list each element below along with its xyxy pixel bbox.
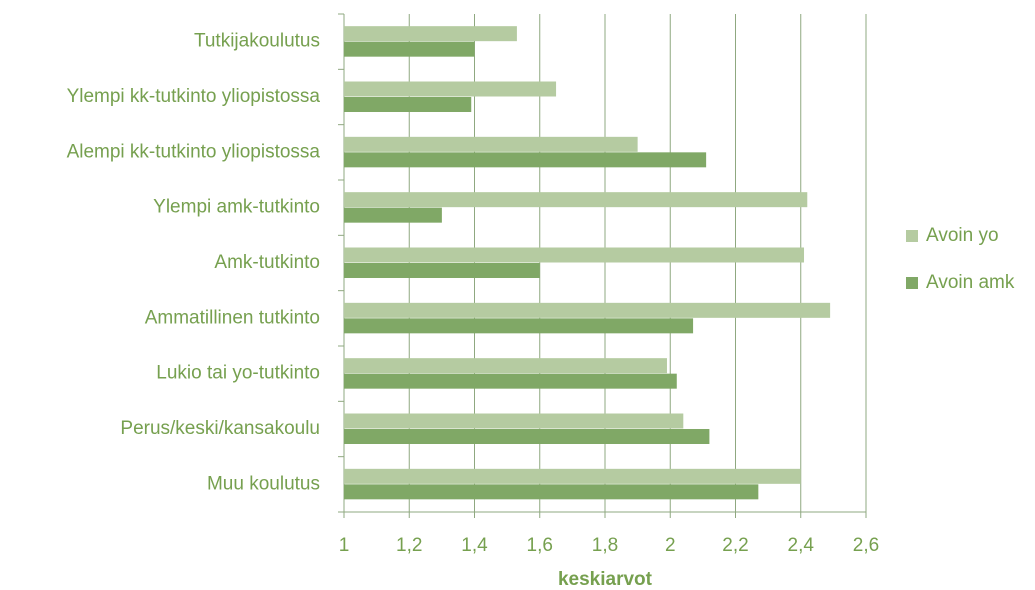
bar bbox=[344, 41, 475, 57]
y-tick-label: Ylempi amk-tutkinto bbox=[153, 197, 320, 218]
y-tick-label: Alempi kk-tutkinto yliopistossa bbox=[67, 141, 321, 162]
legend-label: Avoin amk bbox=[926, 272, 1015, 293]
x-tick-label: 1,4 bbox=[461, 535, 488, 556]
bar bbox=[344, 484, 759, 500]
x-tick-label: 2 bbox=[665, 535, 676, 556]
bar bbox=[344, 26, 517, 42]
y-tick-label: Lukio tai yo-tutkinto bbox=[156, 363, 320, 384]
bar bbox=[344, 358, 667, 374]
y-tick-label: Amk-tutkinto bbox=[214, 252, 320, 273]
legend-swatch bbox=[906, 230, 918, 242]
y-tick-label: Muu koulutus bbox=[207, 473, 320, 494]
x-tick-label: 1 bbox=[339, 535, 350, 556]
x-tick-label: 2,2 bbox=[722, 535, 748, 556]
x-axis-title: keskiarvot bbox=[558, 569, 653, 590]
bar bbox=[344, 247, 805, 263]
x-tick-label: 1,6 bbox=[527, 535, 553, 556]
bar bbox=[344, 152, 707, 168]
x-tick-label: 1,8 bbox=[592, 535, 618, 556]
bar bbox=[344, 318, 694, 334]
bar bbox=[344, 468, 801, 484]
y-tick-label: Ylempi kk-tutkinto yliopistossa bbox=[67, 86, 321, 107]
bar bbox=[344, 136, 638, 152]
bar bbox=[344, 97, 472, 112]
bar bbox=[344, 207, 442, 223]
y-tick-label: Ammatillinen tutkinto bbox=[145, 307, 320, 328]
bar bbox=[344, 192, 808, 208]
bar bbox=[344, 413, 684, 429]
y-tick-label: Perus/keski/kansakoulu bbox=[120, 418, 320, 439]
x-tick-label: 2,4 bbox=[788, 535, 815, 556]
bar bbox=[344, 81, 557, 97]
legend-swatch bbox=[906, 277, 918, 289]
legend-label: Avoin yo bbox=[926, 225, 999, 246]
x-tick-label: 1,2 bbox=[396, 535, 422, 556]
bar bbox=[344, 429, 710, 444]
x-tick-label: 2,6 bbox=[853, 535, 879, 556]
bar bbox=[344, 263, 540, 278]
bar bbox=[344, 373, 677, 389]
bar bbox=[344, 302, 831, 318]
y-tick-label: Tutkijakoulutus bbox=[194, 31, 320, 52]
